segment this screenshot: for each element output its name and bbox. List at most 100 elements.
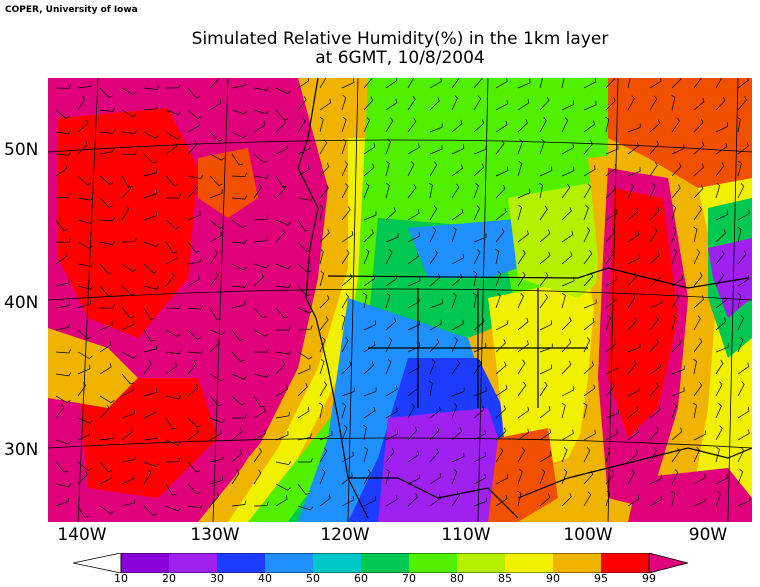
wind-barb: [605, 490, 611, 507]
wind-barb: [649, 298, 663, 309]
wind-barb: [231, 109, 248, 115]
wind-barb: [297, 364, 311, 375]
wind-barb: [429, 426, 440, 441]
wind-barb: [385, 292, 391, 309]
wind-barb: [583, 470, 594, 485]
wind-barb: [297, 351, 313, 360]
wind-barb: [495, 427, 507, 441]
wind-barb: [473, 387, 487, 397]
wind-barb: [671, 226, 677, 243]
wind-barb: [99, 87, 113, 98]
wind-barb: [55, 193, 71, 199]
wind-barb: [55, 219, 68, 231]
wind-barb: [693, 205, 703, 221]
wind-barb: [407, 384, 419, 397]
wind-barb: [253, 395, 265, 408]
wind-barb: [583, 384, 595, 397]
wind-barb: [736, 116, 741, 133]
wind-barb: [495, 99, 508, 111]
wind-barb: [517, 293, 524, 309]
region-swirl-center: [198, 148, 258, 218]
wind-barb: [297, 407, 310, 419]
wind-barb: [473, 405, 485, 419]
wind-barb: [77, 262, 94, 267]
wind-barb: [517, 188, 531, 199]
wind-barb: [121, 285, 136, 296]
wind-barb: [715, 210, 729, 221]
wind-barb: [561, 468, 568, 485]
wind-barb: [143, 434, 159, 441]
wind-barb: [407, 426, 418, 441]
wind-barb: [297, 117, 306, 133]
wind-barb: [473, 342, 487, 353]
wind-barb: [407, 342, 421, 353]
wind-barb: [143, 241, 160, 247]
wind-barb: [77, 381, 87, 397]
wind-barb: [297, 144, 311, 155]
wind-barb: [583, 402, 588, 419]
lat-label-50n: 50N: [4, 140, 39, 160]
wind-barb: [253, 174, 270, 179]
wind-barb: [99, 147, 114, 155]
wind-barb: [495, 474, 508, 485]
wind-barb: [143, 104, 159, 111]
wind-barb: [627, 449, 639, 463]
wind-barb: [539, 451, 552, 463]
wind-barb: [429, 338, 440, 353]
wind-barb: [77, 285, 94, 290]
wind-barb: [121, 428, 133, 441]
wind-barb: [275, 326, 291, 331]
wind-barb: [275, 385, 288, 397]
wind-barb: [715, 162, 725, 177]
wind-barb: [55, 403, 65, 419]
wind-barb: [362, 424, 367, 441]
wind-barb: [297, 433, 312, 441]
wind-barb: [495, 184, 506, 199]
wind-barb: [605, 446, 611, 463]
wind-barb: [495, 494, 508, 507]
wind-barb: [561, 292, 566, 309]
wind-barb: [539, 182, 543, 199]
wind-barb: [143, 505, 157, 516]
wind-barb: [671, 184, 681, 199]
wind-barb: [539, 138, 545, 155]
wind-barb: [231, 413, 247, 419]
wind-barb: [209, 272, 219, 287]
wind-barb: [428, 380, 433, 397]
colorbar: [73, 553, 688, 573]
wind-barb: [253, 183, 262, 199]
wind-barb: [77, 82, 93, 89]
wind-barb: [341, 451, 354, 463]
wind-barb: [99, 217, 116, 222]
wind-barb: [583, 204, 589, 221]
wind-barb: [649, 227, 658, 243]
wind-barb: [407, 78, 415, 89]
wind-barb: [363, 163, 375, 177]
wind-barb: [385, 430, 398, 441]
region-west-ocean-red: [58, 108, 198, 338]
wind-barb: [473, 182, 479, 199]
wind-barb: [495, 120, 508, 133]
wind-barb: [319, 162, 330, 177]
wind-barb: [363, 96, 374, 111]
wind-barb: [627, 142, 639, 155]
wind-barb: [363, 117, 370, 133]
wind-barb: [473, 163, 485, 177]
lon-label-90w: 90W: [688, 525, 728, 545]
wind-barb: [473, 429, 486, 441]
wind-barb: [737, 407, 750, 419]
wind-barb: [627, 207, 639, 221]
wind-barb: [209, 78, 220, 89]
wind-barb: [583, 140, 593, 155]
wind-barb: [407, 161, 415, 177]
wind-barb: [341, 161, 349, 177]
wind-barb: [55, 301, 70, 309]
wind-barb: [649, 447, 658, 463]
wind-barb: [561, 207, 572, 221]
wind-barb: [253, 373, 270, 378]
wind-barb: [231, 239, 248, 244]
wind-barb: [187, 483, 201, 495]
wind-barb: [737, 78, 749, 89]
colorbar-label-99: 99: [642, 572, 656, 585]
wind-barb: [187, 241, 200, 253]
